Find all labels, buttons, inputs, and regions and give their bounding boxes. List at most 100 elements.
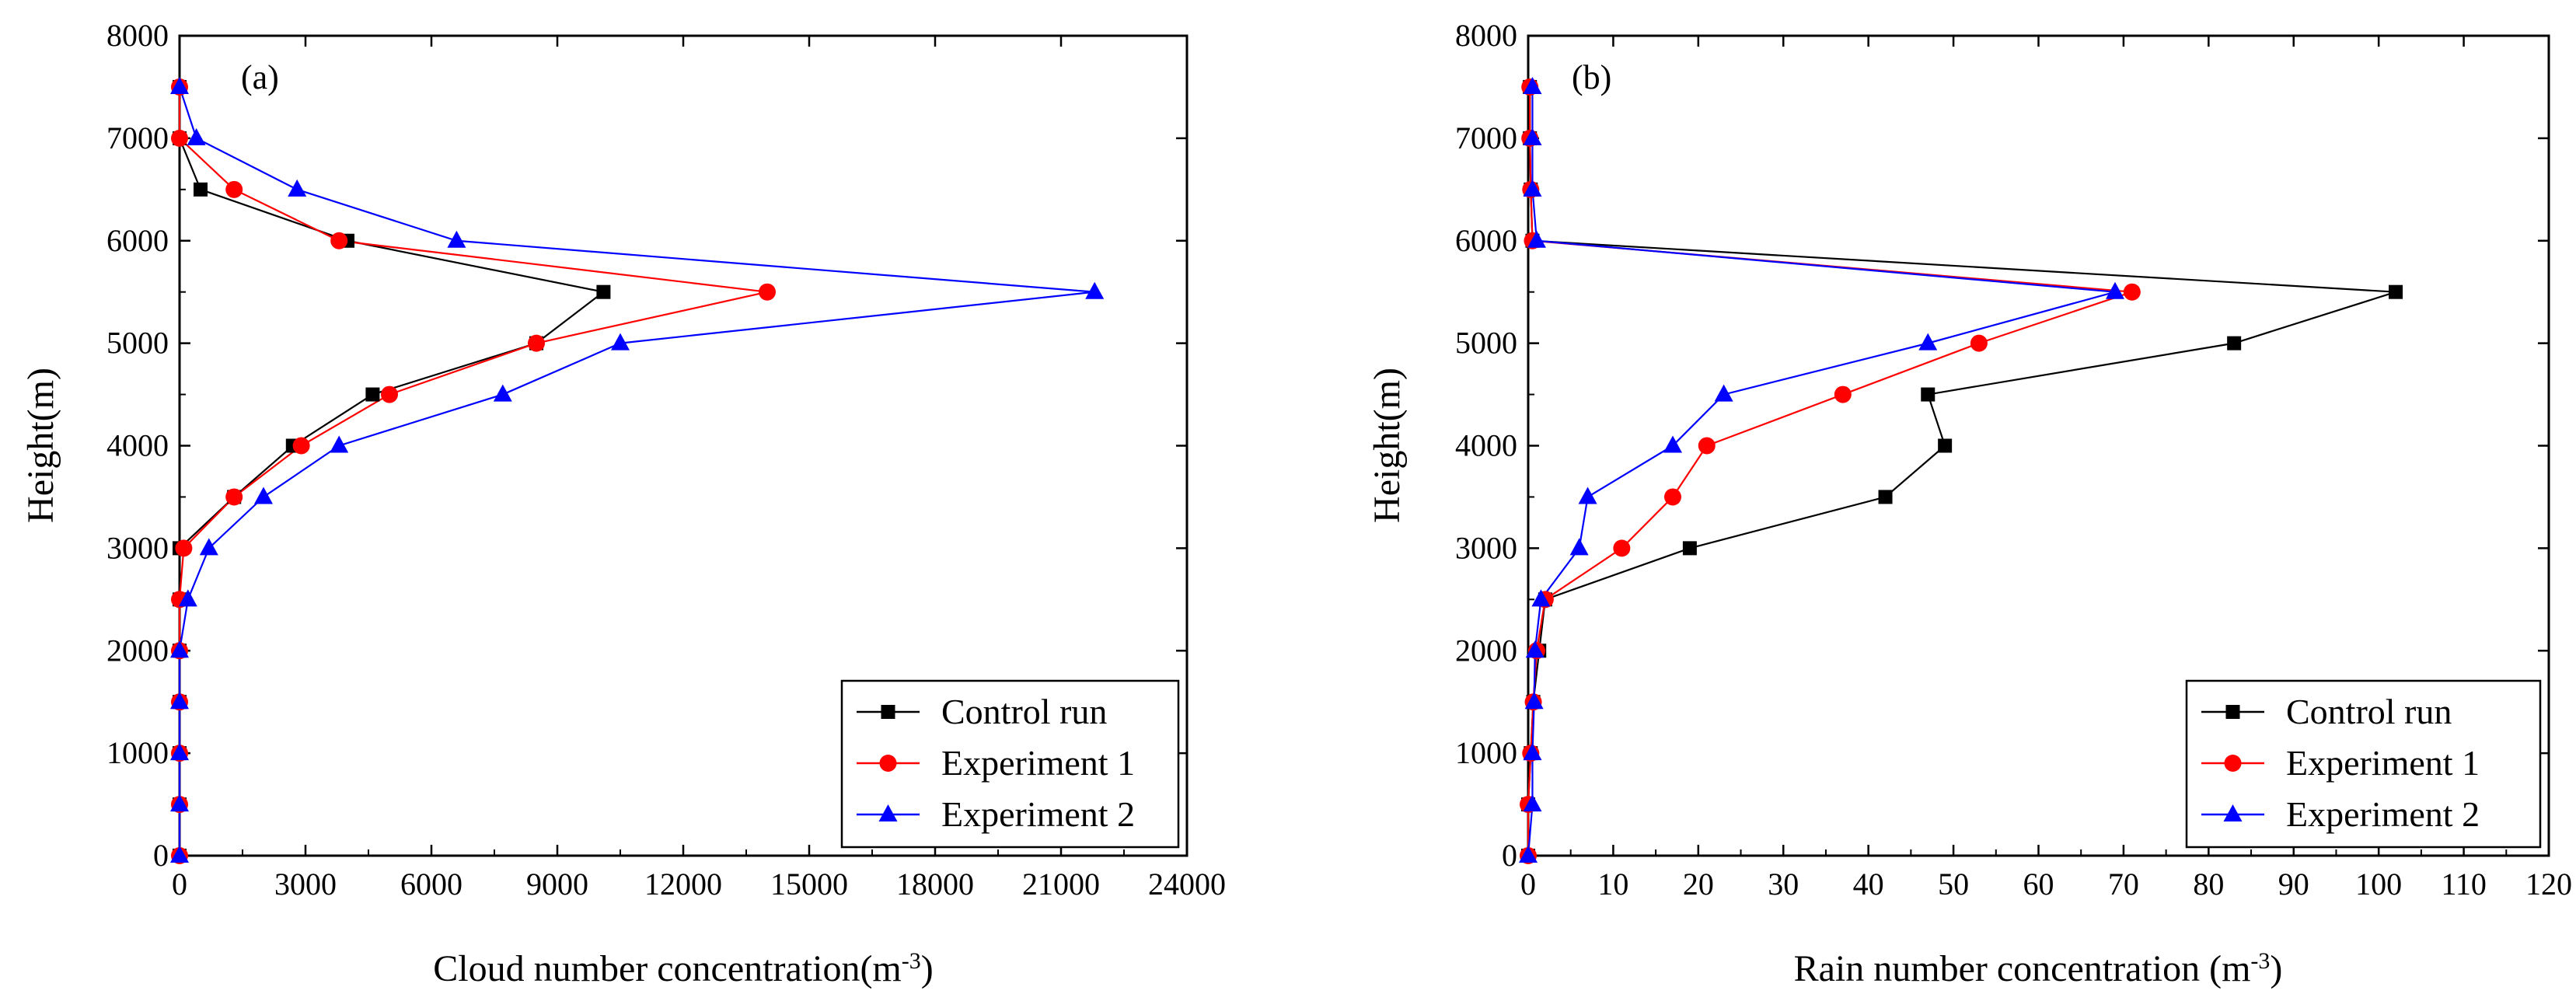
data-point [187, 127, 206, 145]
data-point [288, 179, 307, 197]
data-point [1682, 541, 1697, 556]
y-tick-label: 8000 [1455, 18, 1517, 53]
x-tick-label: 90 [2278, 867, 2309, 902]
panel-b-label: (b) [1572, 58, 1611, 96]
data-point [1921, 387, 1935, 402]
data-point [2123, 283, 2141, 301]
data-point [1714, 384, 1733, 402]
y-tick-label: 1000 [1455, 735, 1517, 770]
x-tick-label: 10 [1597, 867, 1628, 902]
data-point [170, 640, 189, 658]
data-point [1525, 640, 1545, 658]
x-tick-label: 15000 [770, 867, 848, 902]
data-point [759, 283, 776, 301]
data-point [1918, 333, 1938, 351]
y-tick-label: 3000 [1455, 530, 1517, 565]
y-tick-label: 4000 [106, 428, 169, 463]
data-point [292, 437, 310, 455]
series-line [178, 86, 1095, 856]
data-point [171, 129, 188, 147]
x-tick-label: 50 [1938, 867, 1969, 902]
data-point [528, 334, 545, 352]
y-tick-label: 4000 [1455, 428, 1517, 463]
series-line [1527, 86, 2133, 856]
y-tick-label: 2000 [1455, 633, 1517, 668]
legend-marker [878, 804, 898, 821]
legend-marker [879, 755, 897, 772]
legend-label: Experiment 2 [941, 794, 1135, 834]
y-tick-label: 5000 [1455, 326, 1517, 361]
x-tick-label: 9000 [526, 867, 588, 902]
x-tick-label: 0 [172, 867, 187, 902]
legend-label: Control run [941, 692, 1107, 731]
data-point [1664, 488, 1682, 506]
x-tick-label: 18000 [896, 867, 974, 902]
panel-a: (a) 0 3000 6000 9000 12000 15000 18000 21000 240… [20, 18, 1226, 989]
panel-a-series [170, 76, 1105, 864]
data-point [2389, 284, 2403, 299]
panel-a-legend: Control run Experiment 1 Experiment 2 [840, 679, 1180, 849]
x-tick-label: 20 [1683, 867, 1714, 902]
panel-a-x-axis-title: Cloud number concentration(m-3) [433, 948, 934, 990]
y-tick-label: 0 [1502, 838, 1517, 873]
series-line [1527, 86, 2116, 856]
data-point [2105, 281, 2124, 299]
data-point [1519, 846, 1538, 863]
y-tick-label: 6000 [1455, 223, 1517, 258]
x-tick-label: 3000 [274, 867, 337, 902]
data-point [175, 539, 193, 557]
data-point [199, 538, 218, 556]
data-point [170, 794, 189, 812]
y-tick-label: 3000 [106, 530, 169, 565]
x-tick-label: 30 [1768, 867, 1799, 902]
panel-a-x-ticks: 0 3000 6000 9000 12000 15000 18000 21000 24000 [172, 36, 1226, 902]
data-point [225, 180, 243, 198]
data-point [170, 76, 189, 94]
legend-marker [2223, 804, 2243, 821]
y-tick-label: 5000 [106, 326, 169, 361]
x-tick-label: 21000 [1022, 867, 1100, 902]
data-point [1698, 437, 1716, 455]
data-point [1523, 127, 1542, 145]
y-tick-label: 1000 [106, 735, 169, 770]
x-tick-label: 60 [2023, 867, 2054, 902]
y-tick-label: 8000 [106, 18, 169, 53]
x-tick-label: 70 [2108, 867, 2139, 902]
x-tick-label: 24000 [1148, 867, 1226, 902]
data-point [1523, 794, 1542, 812]
y-tick-label: 0 [153, 838, 169, 873]
x-tick-label: 120 [2525, 867, 2572, 902]
x-tick-label: 100 [2355, 867, 2402, 902]
data-point [1970, 334, 1988, 352]
data-point [1834, 385, 1852, 403]
panel-b-x-axis-title: Rain number concentration (m-3) [1794, 948, 2283, 990]
x-tick-label: 110 [2441, 867, 2487, 902]
panel-a-label: (a) [241, 58, 279, 96]
data-point [1085, 281, 1105, 299]
data-point [1523, 76, 1542, 94]
data-point [611, 333, 630, 351]
panel-b-y-ticks: 0 1000 2000 3000 4000 5000 6000 7000 8000 [1455, 18, 2549, 873]
legend-label: Experiment 1 [2286, 743, 2480, 783]
panel-b-legend: Control run Experiment 1 Experiment 2 [2185, 679, 2542, 849]
panel-b-series [1519, 76, 2403, 864]
panel-a-y-ticks: 0 1000 2000 3000 4000 5000 6000 7000 8000 [106, 18, 1187, 873]
data-point [170, 846, 189, 863]
data-point [1531, 589, 1551, 607]
data-point [254, 487, 273, 504]
data-point [447, 230, 466, 248]
legend-marker [881, 705, 895, 719]
x-tick-label: 12000 [644, 867, 722, 902]
legend-label: Experiment 2 [2286, 794, 2480, 834]
data-point [1578, 487, 1597, 504]
data-point [1938, 438, 1953, 453]
legend-label: Control run [2286, 692, 2452, 731]
data-point [1523, 179, 1542, 197]
data-point [194, 182, 208, 197]
data-point [1523, 743, 1542, 761]
x-tick-label: 40 [1853, 867, 1884, 902]
data-point [330, 232, 348, 249]
y-tick-label: 2000 [106, 633, 169, 668]
data-point [381, 385, 398, 403]
